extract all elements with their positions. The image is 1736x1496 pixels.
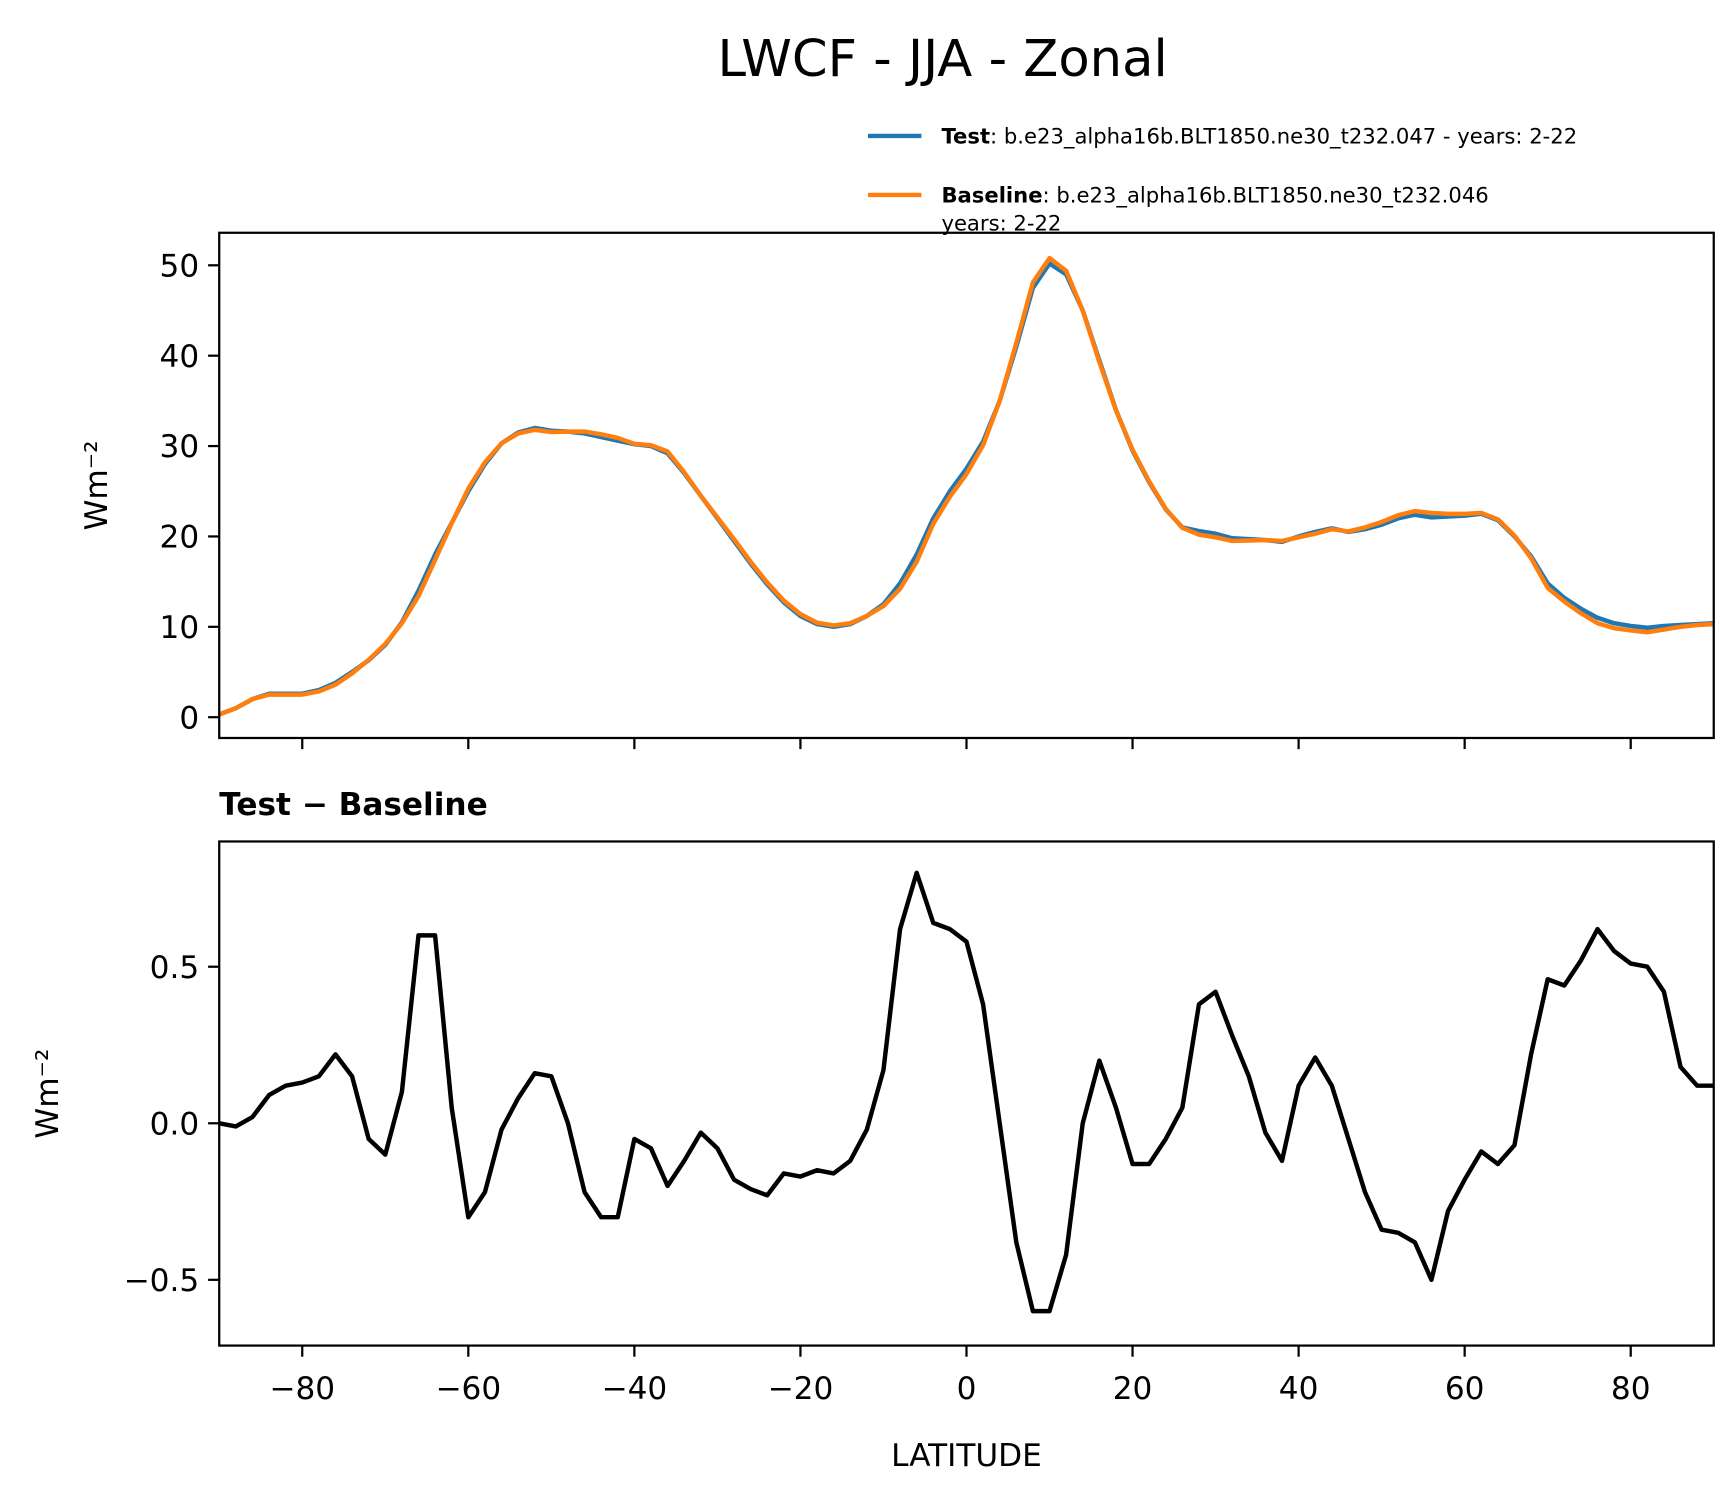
legend-entry: Test: b.e23_alpha16b.BLT1850.ne30_t232.0… [941,124,1577,150]
legend-name: Baseline [941,183,1042,208]
y-tick-label: 10 [160,610,200,646]
series-line [219,870,1714,1314]
y-tick-label: 30 [160,429,200,465]
x-tick-label: −60 [435,1371,501,1407]
axes-frame [218,231,1715,740]
x-tick-label: −40 [602,1371,668,1407]
x-axis-label: LATITUDE [891,1438,1042,1474]
x-tick-label: 0 [957,1371,977,1407]
axes-title: Test − Baseline [219,787,487,823]
legend-description: : b.e23_alpha16b.BLT1850.ne30_t232.046 [1043,183,1489,209]
legend-name: Test [941,124,990,149]
y-tick-label: −0.5 [124,1263,200,1299]
x-tick-label: 40 [1279,1371,1319,1407]
x-tick-label: 20 [1113,1371,1153,1407]
y-tick-label: 0.5 [150,950,200,986]
series-line [219,255,1714,717]
y-tick-label: 50 [160,248,200,284]
x-tick-label: 80 [1611,1371,1651,1407]
axes-frame [218,840,1715,1347]
y-axis-label: Wm⁻² [30,1049,66,1139]
y-tick-label: 20 [160,520,200,556]
x-tick-label: −80 [269,1371,335,1407]
y-tick-label: 0 [179,700,199,736]
y-tick-label: 40 [160,339,200,375]
figure-title: LWCF - JJA - Zonal [717,29,1167,89]
y-axis-label: Wm⁻² [79,440,115,530]
legend-entry: Baseline: b.e23_alpha16b.BLT1850.ne30_t2… [941,183,1488,236]
legend-description: : b.e23_alpha16b.BLT1850.ne30_t232.047 -… [990,124,1577,150]
y-tick-label: 0.0 [150,1106,200,1142]
x-tick-label: 60 [1445,1371,1485,1407]
x-tick-label: −20 [768,1371,834,1407]
legend-description: years: 2-22 [941,211,1061,236]
